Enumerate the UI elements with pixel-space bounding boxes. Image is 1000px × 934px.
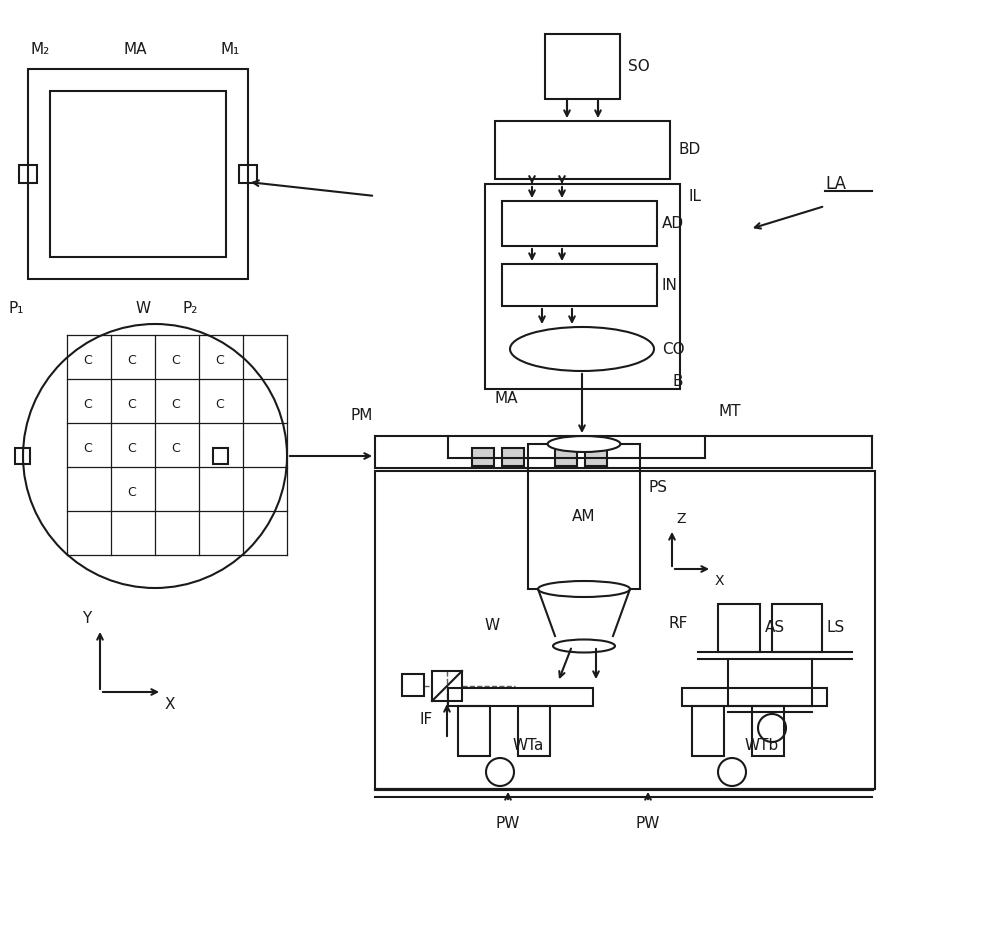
Text: Y: Y (82, 611, 91, 626)
Text: B: B (672, 375, 682, 389)
Text: LS: LS (827, 620, 845, 635)
Text: AS: AS (765, 620, 785, 635)
Text: W: W (135, 301, 150, 316)
Text: SO: SO (628, 59, 650, 74)
FancyBboxPatch shape (555, 448, 577, 466)
Text: IL: IL (688, 189, 701, 204)
FancyBboxPatch shape (502, 448, 524, 466)
FancyBboxPatch shape (472, 448, 494, 466)
Text: C: C (172, 398, 180, 411)
Text: C: C (172, 354, 180, 367)
Text: PS: PS (648, 480, 667, 495)
Text: MA: MA (123, 42, 146, 57)
Text: WTa: WTa (512, 738, 543, 753)
Text: MT: MT (718, 404, 740, 419)
Text: W: W (485, 618, 500, 633)
Text: M₂: M₂ (30, 42, 49, 57)
Text: C: C (216, 354, 224, 367)
FancyBboxPatch shape (585, 448, 607, 466)
Text: BD: BD (678, 143, 700, 158)
Text: IF: IF (419, 712, 433, 727)
Text: RF: RF (668, 616, 687, 631)
Text: C: C (128, 442, 136, 455)
Text: Z: Z (676, 512, 686, 526)
Text: C: C (128, 486, 136, 499)
Text: LA: LA (825, 175, 846, 193)
Text: P₁: P₁ (8, 301, 23, 316)
Text: IN: IN (662, 277, 678, 292)
Text: C: C (128, 398, 136, 411)
Ellipse shape (548, 436, 620, 452)
Ellipse shape (510, 327, 654, 371)
Text: PW: PW (496, 816, 520, 831)
Text: MA: MA (495, 391, 518, 406)
Text: X: X (165, 697, 176, 712)
Text: C: C (172, 442, 180, 455)
Ellipse shape (553, 640, 615, 653)
Text: AM: AM (572, 509, 596, 524)
Ellipse shape (538, 581, 630, 597)
Text: C: C (84, 354, 92, 367)
Text: C: C (216, 398, 224, 411)
Text: WTb: WTb (745, 738, 779, 753)
Text: PM: PM (350, 408, 372, 423)
Text: CO: CO (662, 342, 685, 357)
Text: C: C (128, 354, 136, 367)
Text: C: C (84, 398, 92, 411)
Text: P₂: P₂ (183, 301, 198, 316)
Text: AD: AD (662, 216, 684, 231)
Text: C: C (84, 442, 92, 455)
Text: M₁: M₁ (220, 42, 239, 57)
Text: PW: PW (636, 816, 660, 831)
Text: X: X (715, 574, 724, 588)
